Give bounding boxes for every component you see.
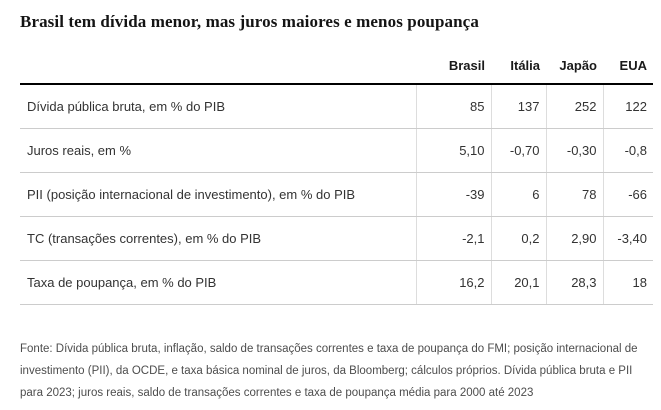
comparison-table: Brasil Itália Japão EUA Dívida pública b… [20,52,653,305]
cell-value: 137 [490,84,546,129]
cell-value: 78 [545,172,603,217]
table-header: Brasil Itália Japão EUA [20,52,653,85]
cell-value: -0,8 [602,128,653,173]
table-row: Taxa de poupança, em % do PIB 16,2 20,1 … [20,260,653,305]
row-label-divida-publica: Dívida pública bruta, em % do PIB [20,84,416,129]
column-header-eua: EUA [603,52,653,85]
source-note: Fonte: Dívida pública bruta, inflação, s… [20,343,638,399]
row-label-taxa-poupanca: Taxa de poupança, em % do PIB [20,260,416,305]
table-row: Dívida pública bruta, em % do PIB 85 137… [20,84,653,129]
row-label-juros-reais: Juros reais, em % [20,128,416,173]
cell-value: 6 [490,172,546,217]
column-header-brasil: Brasil [416,52,491,85]
cell-value: -39 [415,172,491,217]
cell-value: -2,1 [415,216,491,261]
cell-value: 5,10 [415,128,491,173]
row-label-tc: TC (transações correntes), em % do PIB [20,216,416,261]
table-row: TC (transações correntes), em % do PIB -… [20,216,653,261]
table-row: PII (posição internacional de investimen… [20,172,653,217]
cell-value: 18 [602,260,653,305]
cell-value: 122 [602,84,653,129]
cell-value: 2,90 [545,216,603,261]
column-header-japao: Japão [546,52,603,85]
cell-value: 20,1 [490,260,546,305]
table-header-row: Brasil Itália Japão EUA [20,52,653,85]
cell-value: 0,2 [490,216,546,261]
cell-value: 16,2 [415,260,491,305]
cell-value: 28,3 [545,260,603,305]
cell-value: 252 [545,84,603,129]
column-header-italia: Itália [491,52,546,85]
cell-value: -0,30 [545,128,603,173]
cell-value: 85 [415,84,491,129]
chart-title: Brasil tem dívida menor, mas juros maior… [20,12,479,31]
row-label-pii: PII (posição internacional de investimen… [20,172,416,217]
cell-value: -3,40 [602,216,653,261]
table-row: Juros reais, em % 5,10 -0,70 -0,30 -0,8 [20,128,653,173]
table-body: Dívida pública bruta, em % do PIB 85 137… [20,84,653,305]
cell-value: -0,70 [490,128,546,173]
column-header-empty [20,52,416,85]
cell-value: -66 [602,172,653,217]
